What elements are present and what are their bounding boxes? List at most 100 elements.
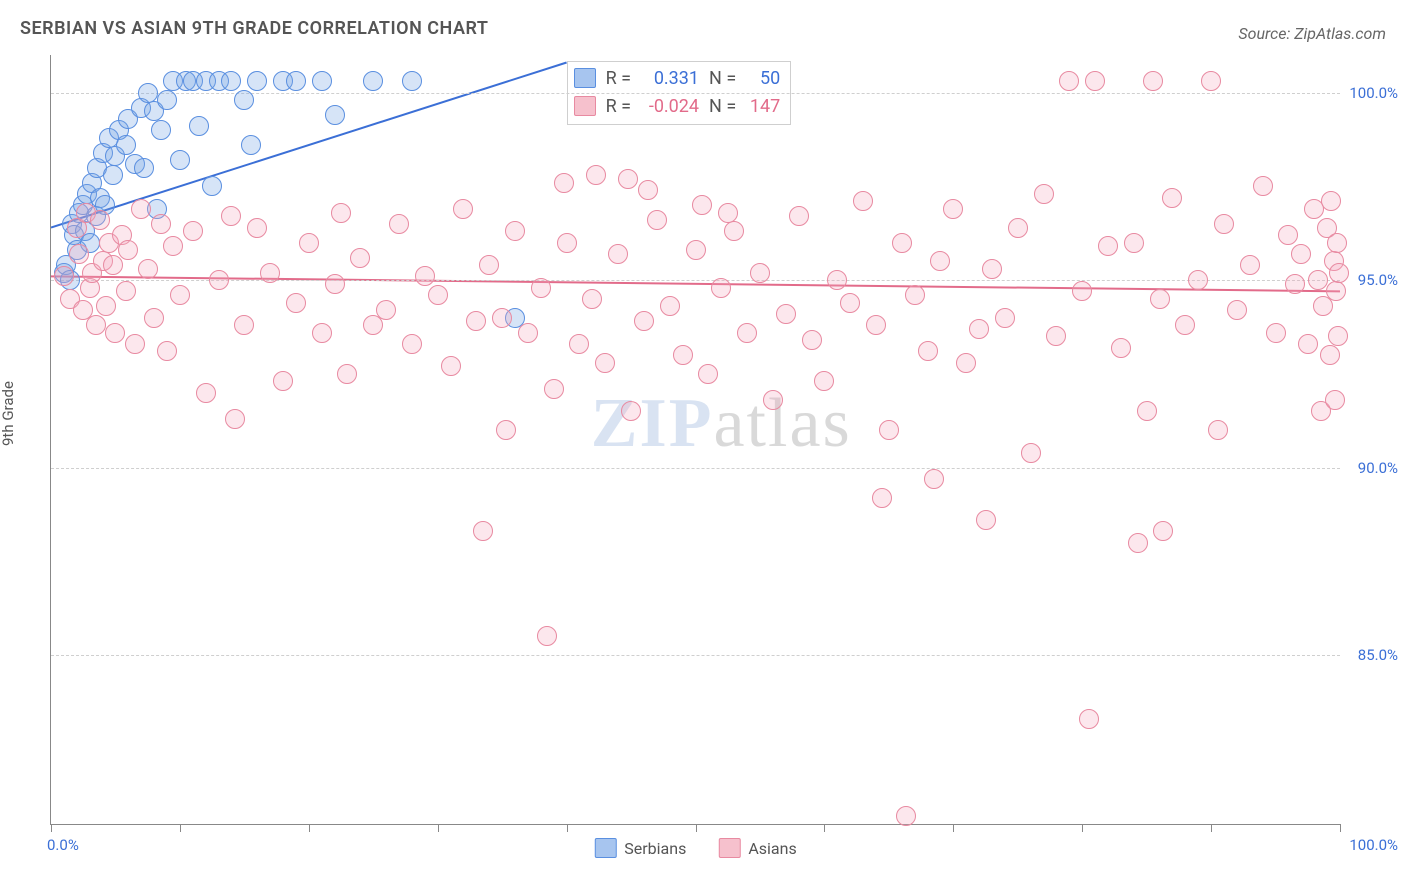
scatter-marker xyxy=(995,308,1015,328)
scatter-marker xyxy=(976,510,996,530)
scatter-marker xyxy=(93,251,113,271)
scatter-marker xyxy=(441,356,461,376)
scatter-marker xyxy=(724,221,744,241)
scatter-marker xyxy=(54,266,74,286)
stats-swatch xyxy=(574,96,596,116)
scatter-marker xyxy=(86,315,106,335)
scatter-marker xyxy=(1214,214,1234,234)
scatter-marker xyxy=(1137,401,1157,421)
scatter-marker xyxy=(138,259,158,279)
scatter-marker xyxy=(1311,401,1331,421)
x-min-label: 0.0% xyxy=(47,836,79,854)
scatter-marker xyxy=(183,71,203,91)
scatter-marker xyxy=(337,364,357,384)
x-tick xyxy=(180,824,181,832)
scatter-marker xyxy=(582,289,602,309)
scatter-marker xyxy=(969,319,989,339)
scatter-marker xyxy=(1326,281,1346,301)
scatter-marker xyxy=(90,210,110,230)
source-label: Source: ZipAtlas.com xyxy=(1238,24,1386,43)
scatter-marker xyxy=(221,71,241,91)
scatter-marker xyxy=(638,180,658,200)
scatter-marker xyxy=(234,315,254,335)
scatter-marker xyxy=(286,293,306,313)
scatter-marker xyxy=(225,409,245,429)
scatter-marker xyxy=(202,176,222,196)
scatter-marker xyxy=(621,401,641,421)
scatter-marker xyxy=(144,308,164,328)
x-tick xyxy=(953,824,954,832)
scatter-marker xyxy=(554,173,574,193)
scatter-marker xyxy=(90,188,110,208)
scatter-marker xyxy=(363,315,383,335)
scatter-marker xyxy=(86,206,106,226)
scatter-marker xyxy=(82,173,102,193)
scatter-marker xyxy=(776,304,796,324)
scatter-marker xyxy=(73,195,93,215)
series-legend: SerbiansAsians xyxy=(594,838,796,858)
y-tick-label: 100.0% xyxy=(1349,84,1398,102)
scatter-marker xyxy=(116,135,136,155)
scatter-marker xyxy=(273,371,293,391)
scatter-marker xyxy=(595,353,615,373)
stats-r-label: R = xyxy=(606,68,631,89)
scatter-marker xyxy=(905,285,925,305)
scatter-marker xyxy=(473,521,493,541)
x-max-label: 100.0% xyxy=(1349,836,1398,854)
scatter-marker xyxy=(1328,326,1348,346)
scatter-marker xyxy=(647,210,667,230)
scatter-marker xyxy=(557,233,577,253)
x-tick xyxy=(438,824,439,832)
scatter-marker xyxy=(1325,390,1345,410)
scatter-marker xyxy=(376,300,396,320)
scatter-marker xyxy=(737,323,757,343)
scatter-marker xyxy=(131,199,151,219)
gridline xyxy=(51,468,1340,469)
scatter-marker xyxy=(537,626,557,646)
trend-line xyxy=(51,276,1340,291)
scatter-marker xyxy=(247,218,267,238)
x-tick xyxy=(567,824,568,832)
scatter-marker xyxy=(1278,225,1298,245)
scatter-marker xyxy=(241,135,261,155)
scatter-marker xyxy=(1324,251,1344,271)
scatter-marker xyxy=(118,109,138,129)
legend-label: Serbians xyxy=(624,839,686,858)
stats-row: R =-0.024N =147 xyxy=(574,92,781,120)
scatter-marker xyxy=(73,300,93,320)
y-tick-label: 90.0% xyxy=(1358,459,1398,477)
legend-item: Serbians xyxy=(594,838,686,858)
gridline xyxy=(51,655,1340,656)
scatter-marker xyxy=(1304,199,1324,219)
scatter-marker xyxy=(1313,296,1333,316)
scatter-marker xyxy=(144,101,164,121)
scatter-marker xyxy=(125,154,145,174)
x-tick xyxy=(824,824,825,832)
scatter-marker xyxy=(80,233,100,253)
scatter-marker xyxy=(982,259,1002,279)
scatter-marker xyxy=(93,143,113,163)
scatter-marker xyxy=(1317,218,1337,238)
y-axis-label: 9th Grade xyxy=(0,381,17,446)
scatter-marker xyxy=(99,128,119,148)
scatter-marker xyxy=(1079,709,1099,729)
scatter-marker xyxy=(363,71,383,91)
scatter-marker xyxy=(67,218,87,238)
scatter-marker xyxy=(273,71,293,91)
scatter-marker xyxy=(692,195,712,215)
scatter-marker xyxy=(389,214,409,234)
stats-row: R =0.331N =50 xyxy=(574,64,781,92)
scatter-marker xyxy=(428,285,448,305)
scatter-marker xyxy=(1143,71,1163,91)
scatter-marker xyxy=(789,206,809,226)
stats-n-value: 50 xyxy=(746,68,780,89)
scatter-marker xyxy=(956,353,976,373)
chart-title: SERBIAN VS ASIAN 9TH GRADE CORRELATION C… xyxy=(20,18,488,39)
scatter-marker xyxy=(763,390,783,410)
scatter-marker xyxy=(608,244,628,264)
scatter-marker xyxy=(221,206,241,226)
scatter-marker xyxy=(69,203,89,223)
stats-n-label: N = xyxy=(709,68,736,89)
watermark-zip: ZIP xyxy=(591,385,714,462)
scatter-marker xyxy=(103,165,123,185)
